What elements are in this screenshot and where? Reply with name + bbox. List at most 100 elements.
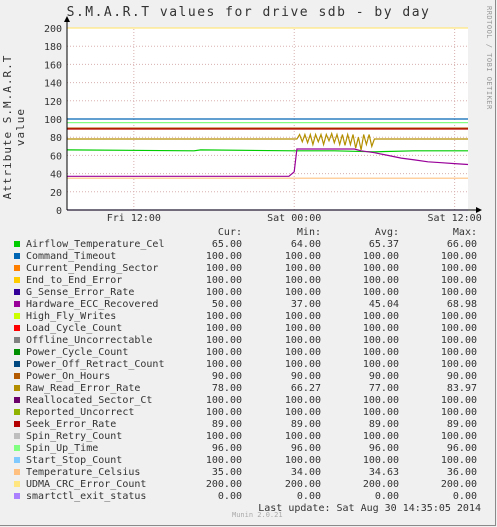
legend-value-max: 100.00	[440, 347, 477, 358]
legend-value-cur: 200.00	[205, 479, 242, 490]
legend-value-max: 100.00	[440, 263, 477, 274]
legend-value-avg: 65.37	[368, 239, 399, 250]
y-tick-label: 140	[44, 79, 62, 90]
legend-value-avg: 100.00	[362, 347, 399, 358]
series-line-raw-read-error-rate	[67, 131, 468, 151]
legend-row: Start_Stop_Count 100.00 100.00 100.00 100.00	[0, 455, 497, 467]
legend-value-cur: 89.00	[211, 419, 242, 430]
legend-value-cur: 100.00	[205, 275, 242, 286]
legend-value-cur: 100.00	[205, 359, 242, 370]
y-tick-label: 20	[50, 188, 62, 199]
y-tick-label: 60	[50, 151, 62, 162]
x-axis-arrow	[476, 207, 482, 213]
legend-name: Offline_Uncorrectable	[26, 335, 153, 346]
legend-row: smartctl_exit_status 0.00 0.00 0.00 0.00	[0, 491, 497, 503]
legend-row: Load_Cycle_Count 100.00 100.00 100.00 100.00	[0, 323, 497, 335]
legend-value-max: 100.00	[440, 251, 477, 262]
legend-swatch	[14, 433, 20, 439]
legend-value-max: 68.98	[446, 299, 477, 310]
legend-value-max: 89.00	[446, 419, 477, 430]
legend-value-max: 66.00	[446, 239, 477, 250]
legend-value-avg: 89.00	[368, 419, 399, 430]
legend-value-cur: 65.00	[211, 239, 242, 250]
legend-row: Temperature_Celsius 35.00 34.00 34.63 36.00	[0, 467, 497, 479]
legend-value-avg: 100.00	[362, 311, 399, 322]
legend-value-min: 90.00	[290, 371, 321, 382]
legend-value-min: 100.00	[284, 359, 321, 370]
legend-value-avg: 34.63	[368, 467, 399, 478]
legend-value-cur: 35.00	[211, 467, 242, 478]
legend-value-cur: 0.00	[217, 491, 242, 502]
legend-row: Current_Pending_Sector 100.00 100.00 100.00…	[0, 263, 497, 275]
legend-value-cur: 100.00	[205, 323, 242, 334]
y-axis-arrow	[64, 16, 70, 22]
legend-row: Spin_Up_Time 96.00 96.00 96.00 96.00	[0, 443, 497, 455]
legend-value-avg: 100.00	[362, 455, 399, 466]
legend-value-min: 100.00	[284, 347, 321, 358]
legend-value-min: 37.00	[290, 299, 321, 310]
legend-value-avg: 100.00	[362, 395, 399, 406]
legend-header-min: Min:	[296, 227, 321, 238]
legend-value-max: 100.00	[440, 335, 477, 346]
y-tick-label: 100	[44, 115, 62, 126]
legend-value-cur: 96.00	[211, 443, 242, 454]
legend-value-max: 100.00	[440, 275, 477, 286]
legend-value-avg: 100.00	[362, 263, 399, 274]
legend-swatch	[14, 493, 20, 499]
legend-swatch	[14, 385, 20, 391]
legend-row: Seek_Error_Rate 89.00 89.00 89.00 89.00	[0, 419, 497, 431]
y-tick-label: 80	[50, 133, 62, 144]
legend-name: smartctl_exit_status	[26, 491, 147, 502]
legend-value-cur: 100.00	[205, 395, 242, 406]
legend-name: Command_Timeout	[26, 251, 117, 262]
legend-swatch	[14, 349, 20, 355]
legend-value-cur: 90.00	[211, 371, 242, 382]
legend-value-avg: 100.00	[362, 251, 399, 262]
legend-value-min: 100.00	[284, 395, 321, 406]
legend-swatch	[14, 253, 20, 259]
legend-name: Current_Pending_Sector	[26, 263, 159, 274]
legend-value-min: 100.00	[284, 287, 321, 298]
x-tick-label: Fri 12:00	[107, 213, 161, 224]
legend-name: Raw_Read_Error_Rate	[26, 383, 141, 394]
last-update: Last update: Sat Aug 30 14:35:05 2014	[258, 503, 481, 514]
x-tick-label: Sat 12:00	[428, 213, 482, 224]
legend-name: Start_Stop_Count	[26, 455, 123, 466]
legend-value-min: 89.00	[290, 419, 321, 430]
legend-value-min: 100.00	[284, 311, 321, 322]
legend-value-cur: 100.00	[205, 251, 242, 262]
chart-title: S.M.A.R.T values for drive sdb - by day	[66, 5, 431, 20]
legend-value-min: 100.00	[284, 407, 321, 418]
legend-value-cur: 100.00	[205, 455, 242, 466]
legend-value-avg: 90.00	[368, 371, 399, 382]
legend-value-min: 0.00	[296, 491, 321, 502]
legend-name: Reallocated_Sector_Ct	[26, 395, 153, 406]
legend-row: Power_On_Hours 90.00 90.00 90.00 90.00	[0, 371, 497, 383]
legend-value-avg: 100.00	[362, 323, 399, 334]
legend-value-max: 100.00	[440, 431, 477, 442]
legend-value-max: 100.00	[440, 395, 477, 406]
legend-name: Spin_Up_Time	[26, 443, 99, 454]
legend-value-min: 100.00	[284, 431, 321, 442]
legend-name: Load_Cycle_Count	[26, 323, 123, 334]
x-axis-ticks: Fri 12:00 Sat 00:00 Sat 12:00	[107, 213, 482, 224]
legend-value-cur: 100.00	[205, 311, 242, 322]
legend-row: Power_Cycle_Count 100.00 100.00 100.00 100.0…	[0, 347, 497, 359]
legend-swatch	[14, 469, 20, 475]
legend-swatch	[14, 373, 20, 379]
series-line-airflow-temperature-cel	[66, 149, 468, 153]
legend-name: Temperature_Celsius	[26, 467, 141, 478]
legend-swatch	[14, 265, 20, 271]
legend-value-max: 200.00	[440, 479, 477, 490]
legend-value-min: 100.00	[284, 323, 321, 334]
legend-swatch	[14, 361, 20, 367]
legend-value-avg: 45.04	[368, 299, 399, 310]
legend-value-max: 100.00	[440, 455, 477, 466]
y-tick-label: 120	[44, 97, 62, 108]
legend-row: High_Fly_Writes 100.00 100.00 100.00 100.00	[0, 311, 497, 323]
legend-value-min: 66.27	[290, 383, 321, 394]
y-tick-label: 160	[44, 60, 62, 71]
y-tick-label: 40	[50, 170, 62, 181]
legend-row: Raw_Read_Error_Rate 78.00 66.27 77.00 83.97	[0, 383, 497, 395]
legend-value-max: 36.00	[446, 467, 477, 478]
